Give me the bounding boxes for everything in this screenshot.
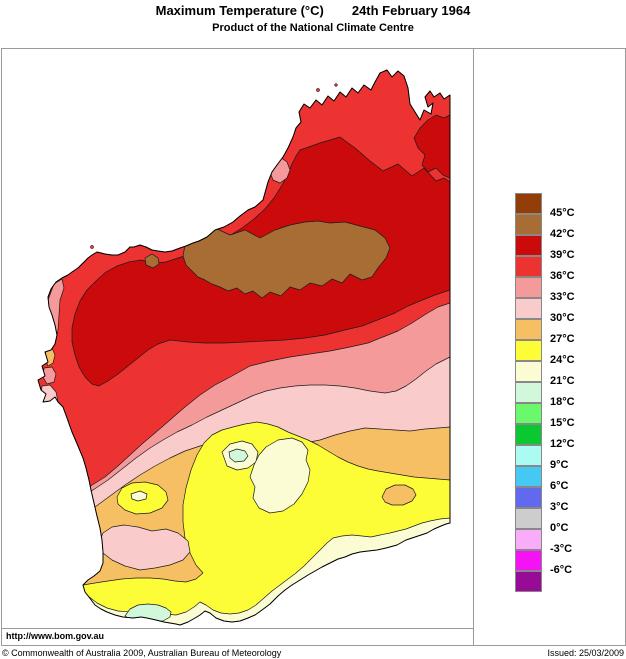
page-subtitle: Product of the National Climate Centre bbox=[212, 22, 414, 34]
title-main: Maximum Temperature (°C) bbox=[155, 3, 324, 18]
band-42-45c-west-spot bbox=[144, 253, 160, 269]
band-39-42c-ne-patch bbox=[413, 114, 450, 179]
islet-kimberley-1 bbox=[316, 88, 320, 92]
islet-kimberley-2 bbox=[334, 83, 338, 87]
patch-18-21c-inner bbox=[228, 448, 249, 463]
temperature-map bbox=[37, 69, 451, 626]
islet-pilbara bbox=[90, 245, 94, 249]
patch-21-24c-core bbox=[130, 490, 148, 502]
patch-30-33c-southwest bbox=[97, 524, 191, 571]
patch-27-30c-southeast bbox=[381, 484, 417, 506]
legend-divider-line bbox=[473, 48, 474, 645]
band-42-45c bbox=[182, 220, 391, 299]
patch-21-24c-inner-east bbox=[249, 437, 311, 514]
bom-url: http://www.bom.gov.au bbox=[6, 631, 104, 641]
page-title: Maximum Temperature (°C) 24th February 19… bbox=[0, 3, 626, 18]
coastline bbox=[37, 69, 451, 626]
url-strip-divider-line bbox=[1, 628, 473, 629]
issued-date: Issued: 25/03/2009 bbox=[547, 648, 624, 658]
copyright-text: © Commonwealth of Australia 2009, Austra… bbox=[2, 648, 282, 658]
title-date: 24th February 1964 bbox=[351, 3, 471, 18]
